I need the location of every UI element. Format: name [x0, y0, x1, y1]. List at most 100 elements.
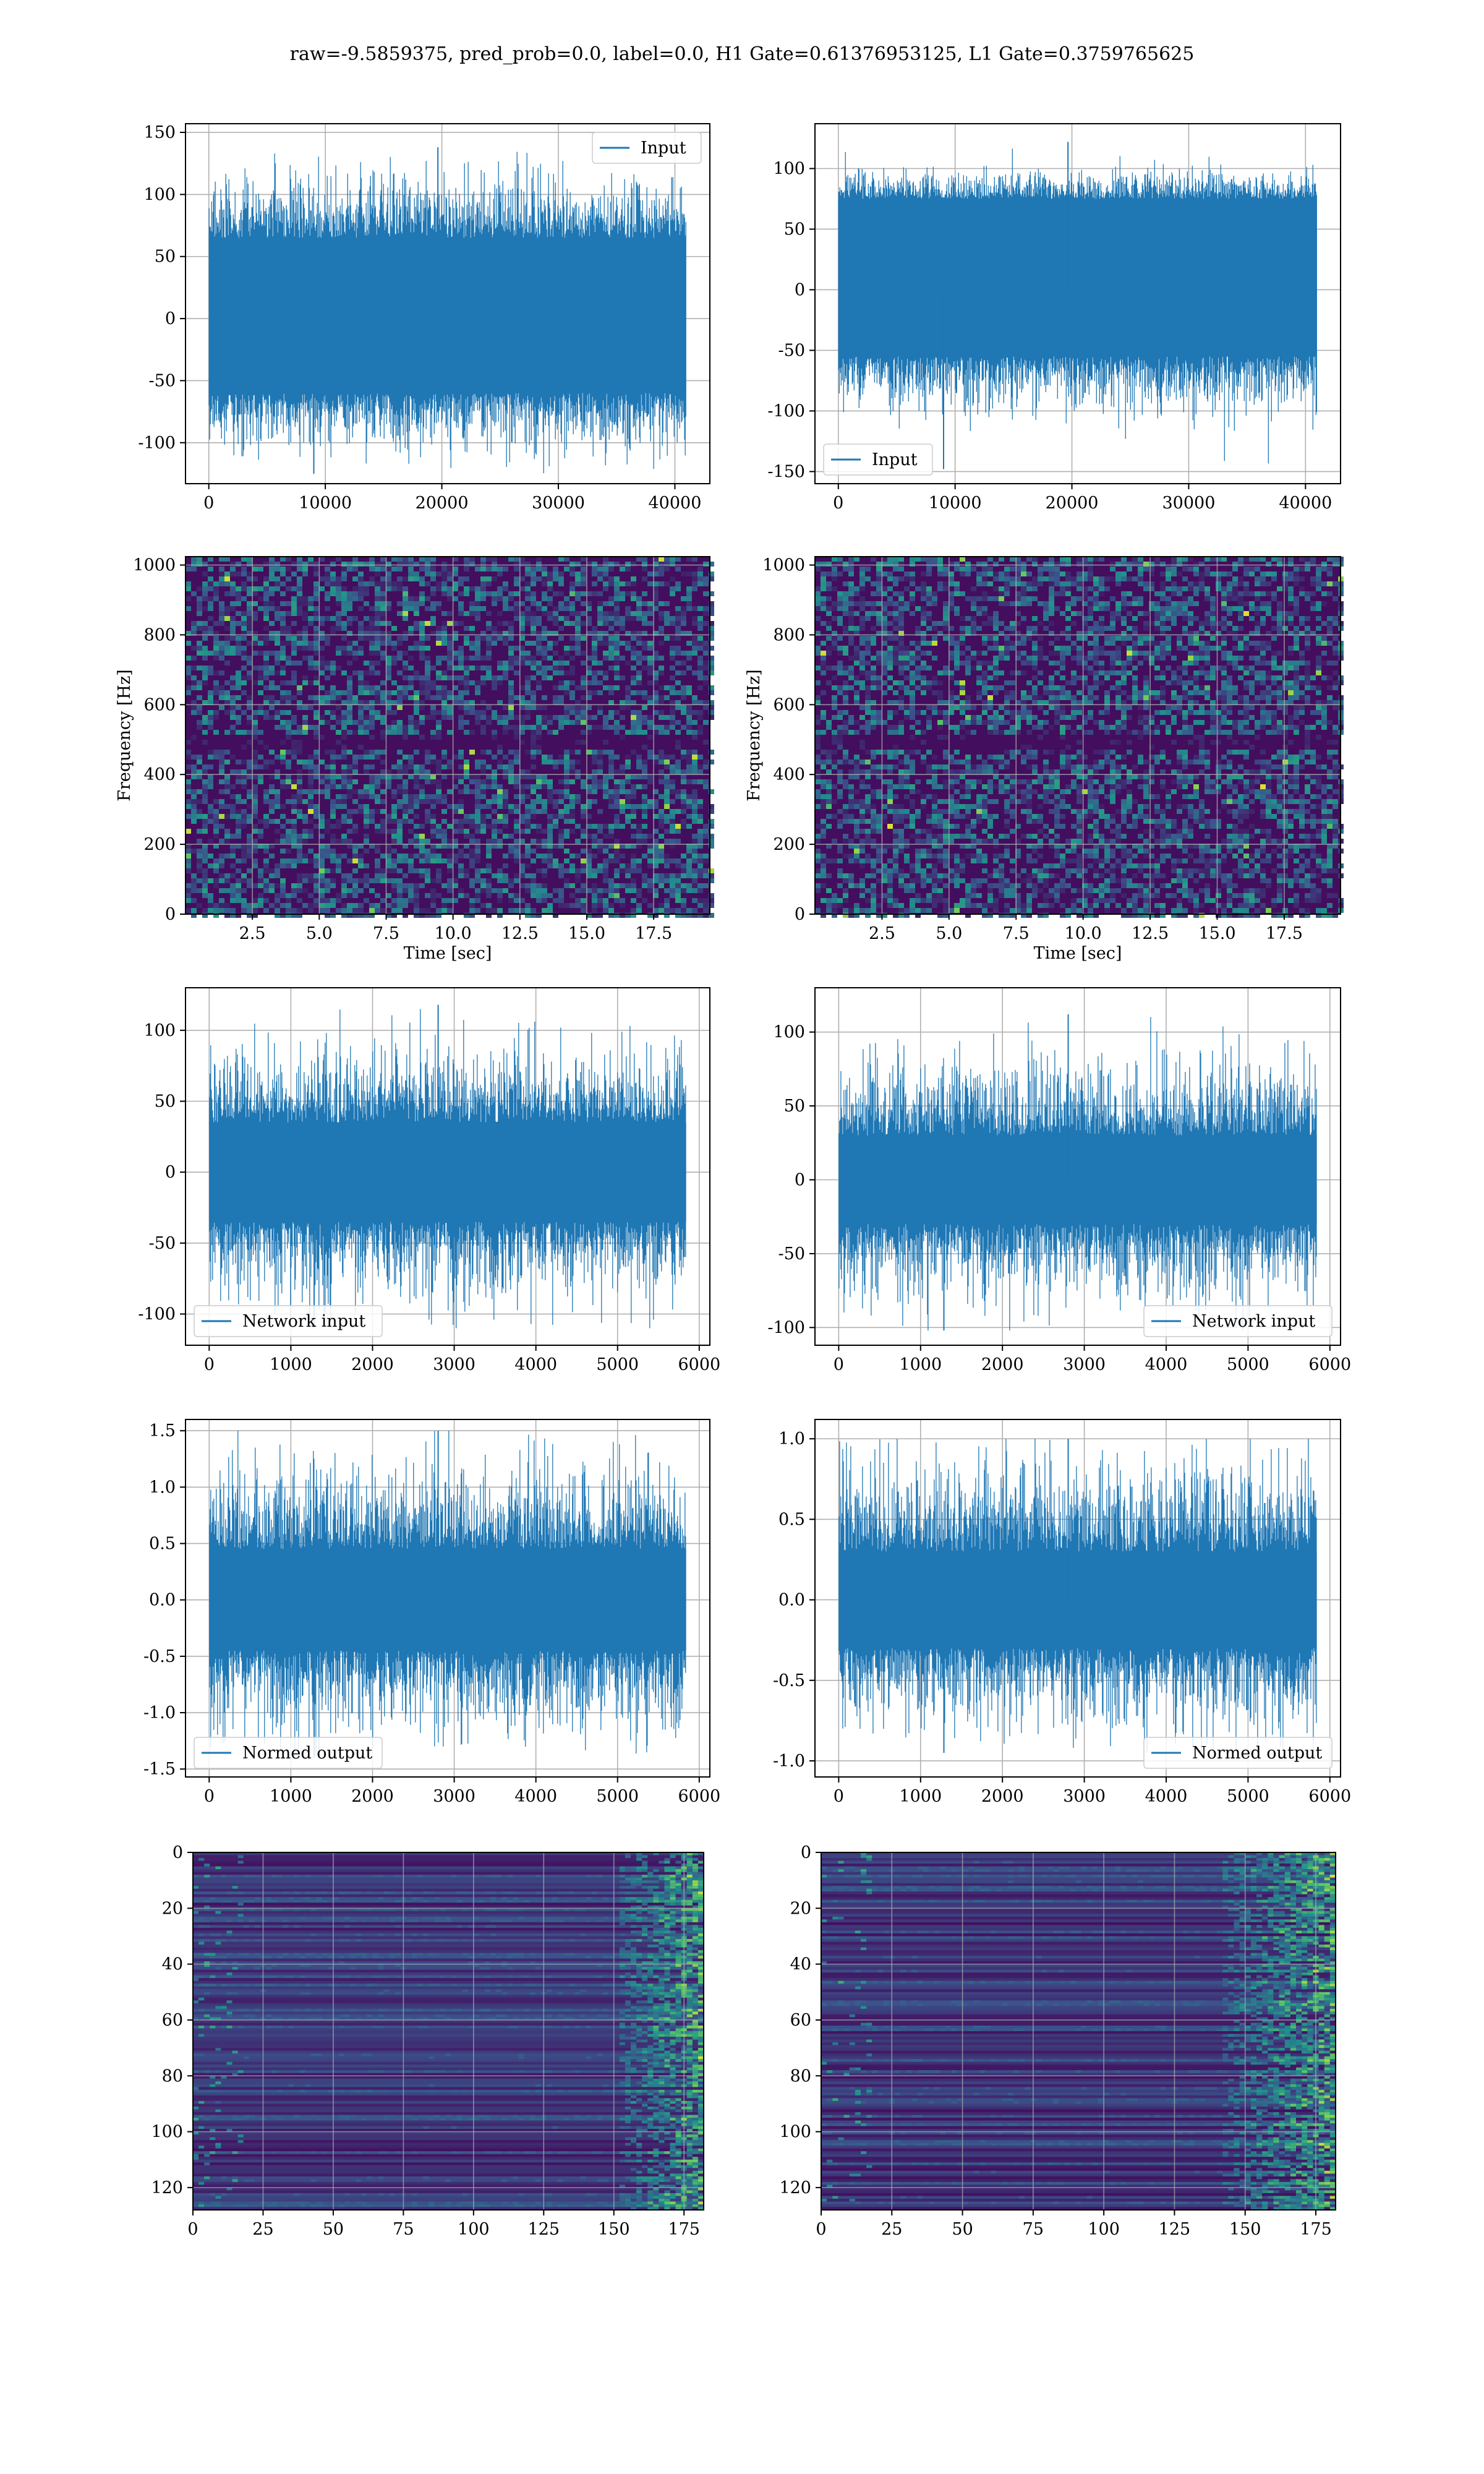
heatmap-cell: [330, 824, 336, 829]
heatmap-cell: [313, 636, 319, 641]
heatmap-cell: [241, 656, 247, 661]
heatmap-cell: [592, 562, 597, 567]
heatmap-cell: [224, 913, 230, 918]
heatmap-cell: [369, 661, 375, 666]
heatmap-cell: [904, 576, 910, 581]
heatmap-cell: [603, 774, 608, 779]
heatmap-cell: [586, 849, 592, 854]
heatmap-cell: [1038, 567, 1043, 571]
heatmap-cell: [536, 567, 542, 571]
heatmap-cell: [369, 562, 375, 567]
heatmap-cell: [1127, 591, 1132, 596]
heatmap-cell: [302, 878, 308, 883]
heatmap-cell: [542, 888, 547, 893]
heatmap-cell: [1310, 576, 1316, 581]
heatmap-cell: [236, 611, 241, 616]
heatmap-cell: [247, 571, 252, 576]
heatmap-cell: [419, 576, 425, 581]
heatmap-cell: [230, 849, 236, 854]
heatmap-cell: [993, 626, 999, 631]
heatmap-cell: [1255, 557, 1260, 562]
heatmap-cell: [1071, 581, 1077, 586]
heatmap-cell: [603, 858, 608, 863]
heatmap-cell: [313, 903, 319, 908]
heatmap-cell: [302, 814, 308, 819]
heatmap-cell: [625, 888, 631, 893]
heatmap-cell: [703, 829, 709, 834]
heatmap-cell: [1221, 641, 1227, 646]
heatmap-cell: [681, 651, 686, 656]
heatmap-cell: [592, 631, 597, 636]
heatmap-cell: [514, 858, 519, 863]
heatmap-cell: [1249, 591, 1255, 596]
heatmap-cell: [230, 804, 236, 809]
heatmap-cell: [291, 562, 297, 567]
heatmap-cell: [247, 591, 252, 596]
heatmap-cell: [475, 829, 480, 834]
heatmap-cell: [280, 700, 286, 705]
heatmap-cell: [887, 611, 893, 616]
heatmap-cell: [269, 666, 275, 670]
heatmap-cell: [375, 868, 380, 873]
heatmap-cell: [486, 656, 492, 661]
heatmap-cell: [670, 576, 675, 581]
heatmap-cell: [252, 576, 258, 581]
heatmap-cell: [542, 725, 547, 730]
heatmap-cell: [269, 571, 275, 576]
heatmap-cell: [247, 740, 252, 745]
heatmap-cell: [692, 858, 697, 863]
heatmap-cell: [1177, 557, 1182, 562]
heatmap-cell: [275, 700, 280, 705]
heatmap-cell: [603, 903, 608, 908]
heatmap-cell: [525, 591, 531, 596]
heatmap-cell: [1026, 586, 1032, 591]
heatmap-cell: [826, 621, 832, 626]
heatmap-cell: [492, 888, 497, 893]
heatmap-cell: [703, 740, 709, 745]
heatmap-cell: [692, 794, 697, 799]
heatmap-cell: [519, 562, 525, 567]
heatmap-cell: [252, 863, 258, 868]
heatmap-cell: [186, 764, 191, 769]
heatmap-cell: [375, 858, 380, 863]
heatmap-cell: [960, 591, 965, 596]
heatmap-cell: [352, 670, 358, 675]
heatmap-cell: [447, 611, 453, 616]
heatmap-cell: [252, 799, 258, 804]
heatmap-cell: [531, 695, 536, 700]
heatmap-cell: [586, 695, 592, 700]
heatmap-cell: [642, 878, 647, 883]
heatmap-cell: [263, 844, 269, 849]
heatmap-cell: [397, 819, 403, 824]
heatmap-cell: [486, 591, 492, 596]
heatmap-cell: [625, 631, 631, 636]
heatmap-cell: [313, 789, 319, 794]
heatmap-cell: [280, 581, 286, 586]
heatmap-cell: [453, 695, 458, 700]
heatmap-cell: [313, 562, 319, 567]
heatmap-cell: [1266, 591, 1271, 596]
heatmap-cell: [603, 581, 608, 586]
heatmap-cell: [236, 636, 241, 641]
heatmap-cell: [1099, 557, 1104, 562]
heatmap-cell: [419, 913, 425, 918]
heatmap-cell: [1227, 571, 1232, 576]
heatmap-cell: [581, 784, 586, 789]
heatmap-cell: [1132, 557, 1138, 562]
heatmap-cell: [347, 651, 352, 656]
heatmap-cell: [564, 834, 569, 839]
heatmap-cell: [458, 646, 464, 651]
heatmap-cell: [653, 849, 659, 854]
heatmap-cell: [397, 636, 403, 641]
heatmap-cell: [1171, 581, 1177, 586]
heatmap-cell: [297, 646, 302, 651]
heatmap-cell: [709, 631, 714, 636]
heatmap-cell: [1160, 641, 1166, 646]
heatmap-cell: [882, 571, 887, 576]
heatmap-cell: [542, 626, 547, 631]
heatmap-cell: [347, 839, 352, 844]
heatmap-cell: [636, 631, 642, 636]
heatmap-cell: [514, 809, 519, 814]
heatmap-cell: [208, 750, 213, 755]
heatmap-cell: [542, 606, 547, 611]
